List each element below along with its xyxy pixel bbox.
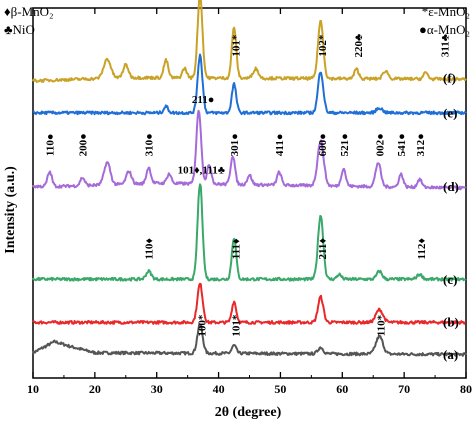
x-tick-label: 80 bbox=[460, 382, 472, 396]
peak-label: 110♦ bbox=[144, 238, 156, 260]
x-tick-label: 30 bbox=[151, 382, 163, 396]
series-line bbox=[32, 282, 466, 325]
peak-label: 102* bbox=[317, 34, 329, 57]
peak-label: 301● bbox=[229, 133, 241, 156]
series-label: (e) bbox=[443, 105, 457, 120]
peak-label: 312● bbox=[415, 133, 427, 156]
peak-label: 600● bbox=[317, 133, 329, 156]
peak-label: 200● bbox=[77, 133, 89, 156]
peak-label: 411● bbox=[274, 134, 286, 157]
peak-label: 220♣ bbox=[353, 34, 365, 58]
peak-label: 112♦ bbox=[416, 238, 428, 260]
series-line bbox=[32, 109, 467, 191]
peak-label: 521● bbox=[339, 133, 351, 156]
x-tick-label: 50 bbox=[274, 382, 286, 396]
peak-label: 311♣ bbox=[439, 34, 451, 57]
legend: ♦β-MnO₂ ♣NiO *ε-MnO₂ ●α-MnO₂ bbox=[4, 4, 470, 37]
peak-label: 101* bbox=[230, 314, 242, 337]
series-line bbox=[32, 0, 467, 83]
peak-label: 002● bbox=[374, 133, 386, 156]
x-axis-title: 2θ (degree) bbox=[215, 405, 282, 420]
peak-label: 110● bbox=[45, 134, 57, 157]
series-line bbox=[32, 183, 467, 282]
x-tick-label: 40 bbox=[213, 382, 225, 396]
series-labels: (a) (b) (c) (d) (e) (f) bbox=[443, 71, 459, 362]
y-axis-title: Intensity (a.u.) bbox=[3, 166, 18, 254]
series-label: (a) bbox=[443, 347, 458, 362]
x-axis-ticks: 10 20 30 40 50 60 70 80 bbox=[27, 8, 472, 396]
peak-label: 100* bbox=[196, 314, 208, 337]
peak-label: 111♦ bbox=[230, 238, 242, 259]
peak-label: 211● bbox=[192, 94, 215, 106]
series-label: (f) bbox=[443, 71, 456, 86]
peak-label: 110* bbox=[376, 314, 388, 336]
series-line bbox=[32, 53, 467, 116]
peak-label: 101* bbox=[230, 34, 242, 57]
legend-entry: *ε-MnO₂ bbox=[422, 4, 470, 19]
x-tick-label: 10 bbox=[27, 382, 39, 396]
x-tick-label: 20 bbox=[89, 382, 101, 396]
series-line bbox=[32, 323, 467, 357]
series-label: (c) bbox=[443, 272, 457, 287]
x-tick-label: 60 bbox=[336, 382, 348, 396]
peak-label: 310● bbox=[144, 133, 156, 156]
legend-entry: ●α-MnO₂ bbox=[419, 22, 470, 37]
peak-label: 211♦ bbox=[317, 238, 329, 260]
x-tick-label: 70 bbox=[398, 382, 410, 396]
legend-entry: ♣NiO bbox=[4, 22, 35, 37]
series-label: (d) bbox=[443, 179, 459, 194]
peak-label: 541● bbox=[396, 133, 408, 156]
series-curves bbox=[32, 0, 467, 357]
legend-entry: ♦β-MnO₂ bbox=[4, 4, 54, 19]
peak-annotations: 100*,111♣101*102*220♣311♣211●110●200●310… bbox=[45, 34, 452, 337]
peak-label: 101♦,111♣ bbox=[178, 165, 225, 177]
series-label: (b) bbox=[443, 315, 459, 330]
